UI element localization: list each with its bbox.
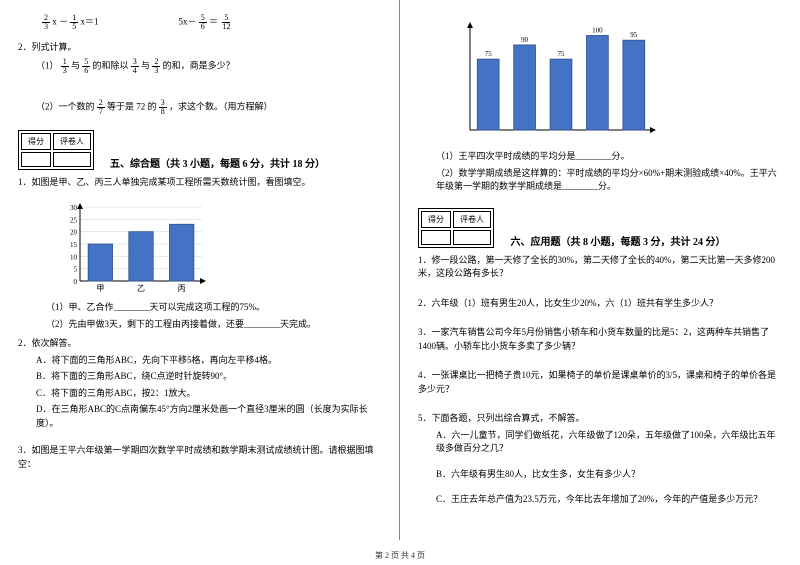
q6-3: 3．一家汽车销售公司今年5月份销售小轿车和小货车数量的比是5：2，这两种车共销售…	[418, 326, 782, 353]
q5-2d: D．在三角形ABC的C点南偏东45°方向2厘米处画一个直径3厘米的圆（长度为实际…	[36, 403, 381, 430]
svg-text:90: 90	[521, 36, 529, 44]
svg-text:95: 95	[630, 31, 638, 39]
q6-5c: C．王庄去年总产值为23.5万元，今年比去年增加了20%，今年的产值是多少万元？	[436, 493, 782, 507]
q6-4: 4．一张课桌比一把椅子贵10元，如果椅子的单价是课桌单价的3/5，课桌和椅子的单…	[418, 369, 782, 396]
q2-head: 2．列式计算。	[18, 41, 381, 55]
q5-2a: A．将下面的三角形ABC，先向下平移5格，再向左平移4格。	[36, 354, 381, 368]
q5-1-1: （1）甲、乙合作________天可以完成这项工程的75%。	[46, 301, 381, 315]
chart-2: 75 90 75 100 95	[448, 14, 782, 144]
section-5-title: 五、综合题（共 3 小题，每题 6 分，共计 18 分）	[54, 155, 381, 170]
page: 23 x － 15 x＝1 5x－ 56 ＝ 512 2．列式计算。 （1） 1…	[0, 0, 800, 540]
equation-row: 23 x － 15 x＝1 5x－ 56 ＝ 512	[42, 14, 381, 31]
q6-2: 2．六年级（1）班有男生20人，比女生少20%，六（1）班共有学生多少人？	[418, 297, 782, 311]
equation-1: 23 x － 15 x＝1	[42, 14, 99, 31]
svg-text:75: 75	[558, 50, 566, 58]
section-5-head: 得分评卷人 五、综合题（共 3 小题，每题 6 分，共计 18 分）	[18, 130, 381, 170]
section-6-title: 六、应用题（共 8 小题，每题 3 分，共计 24 分）	[454, 233, 782, 248]
svg-text:30: 30	[70, 204, 78, 212]
q6-5: 5．下面各题，只列出综合算式，不解答。	[418, 412, 782, 426]
q5-2c: C．将下面的三角形ABC，按2：1放大。	[36, 387, 381, 401]
chart-1: 30 25 20 15 10 5 0 甲 乙 丙	[58, 195, 381, 295]
left-column: 23 x － 15 x＝1 5x－ 56 ＝ 512 2．列式计算。 （1） 1…	[0, 0, 400, 540]
q2-2: （2）一个数的 27 等于是 72 的 38 ，求这个数。（用方程解）	[36, 99, 381, 116]
q6-5a: A．六一儿童节，同学们做纸花，六年级做了120朵，五年级做了100朵，六年级比五…	[436, 429, 782, 456]
section-6-head: 得分评卷人 六、应用题（共 8 小题，每题 3 分，共计 24 分）	[418, 208, 782, 248]
svg-text:丙: 丙	[178, 284, 186, 293]
q6-1: 1．修一段公路，第一天修了全长的30%，第二天修了全长的40%，第二天比第一天多…	[418, 254, 782, 281]
page-footer: 第 2 页 共 4 页	[0, 550, 800, 561]
r-1: （1）王平四次平时成绩的平均分是________分。	[436, 150, 782, 164]
svg-text:5: 5	[74, 266, 78, 274]
right-column: 75 90 75 100 95 （1）王平四次平时成绩的平均分是________分。 （…	[400, 0, 800, 540]
q5-1: 1．如图是甲、乙、丙三人单独完成某项工程所需天数统计图，看图填空。	[18, 176, 381, 190]
svg-text:甲: 甲	[96, 284, 104, 293]
svg-text:10: 10	[70, 253, 78, 261]
svg-text:75: 75	[485, 50, 493, 58]
r-2: （2）数学学期成绩是这样算的：平时成绩的平均分×60%+期末测验成绩×40%。王…	[436, 167, 782, 194]
svg-text:乙: 乙	[137, 284, 145, 293]
svg-text:0: 0	[74, 278, 78, 286]
q2-1: （1） 13 与 56 的和除以 34 与 23 的和，商是多少？	[36, 58, 381, 75]
svg-text:15: 15	[70, 241, 78, 249]
q5-2b: B．将下面的三角形ABC，绕C点逆时针旋转90°。	[36, 370, 381, 384]
svg-text:100: 100	[592, 26, 603, 34]
q6-5b: B．六年级有男生80人，比女生多，女生有多少人？	[436, 468, 782, 482]
svg-text:25: 25	[70, 216, 78, 224]
equation-2: 5x－ 56 ＝ 512	[179, 14, 233, 31]
q5-3: 3．如图是王平六年级第一学期四次数学平时成绩和数学期末测试成绩统计图。请根据图填…	[18, 444, 381, 471]
q5-1-2: （2）先由甲做3天，剩下的工程由丙接着做，还要________天完成。	[46, 318, 381, 332]
q5-2: 2．依次解答。	[18, 337, 381, 351]
svg-text:20: 20	[70, 229, 78, 237]
